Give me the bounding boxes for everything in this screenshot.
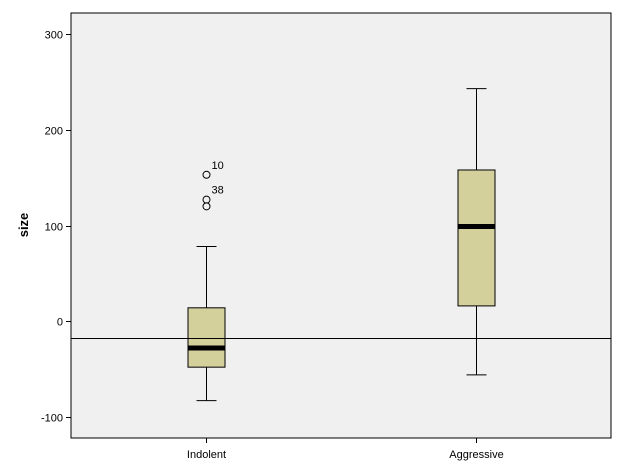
outlier-point — [202, 170, 211, 179]
outlier-point — [202, 202, 211, 211]
iqr-box — [457, 169, 496, 307]
x-axis: Indolent Aggressive — [187, 438, 504, 461]
box-aggressive — [457, 88, 496, 376]
y-axis-title: size — [16, 213, 31, 238]
plot-area — [70, 12, 612, 439]
x-tick-label: Indolent — [187, 449, 226, 461]
y-tick-label: 200 — [45, 126, 63, 138]
box-indolent: 10 38 — [187, 160, 226, 402]
outlier-label: 10 — [212, 160, 224, 172]
iqr-box — [187, 307, 226, 368]
outlier-label: 38 — [212, 185, 224, 197]
y-tick-label: 300 — [45, 30, 63, 42]
y-tick-label: 100 — [45, 222, 63, 234]
y-tick-label: -100 — [41, 413, 63, 425]
x-tick-label: Aggressive — [449, 449, 503, 461]
y-tick-label: 0 — [57, 317, 63, 329]
y-axis: -100 0 100 200 300 — [41, 30, 71, 425]
box-group: 10 38 — [187, 88, 496, 402]
